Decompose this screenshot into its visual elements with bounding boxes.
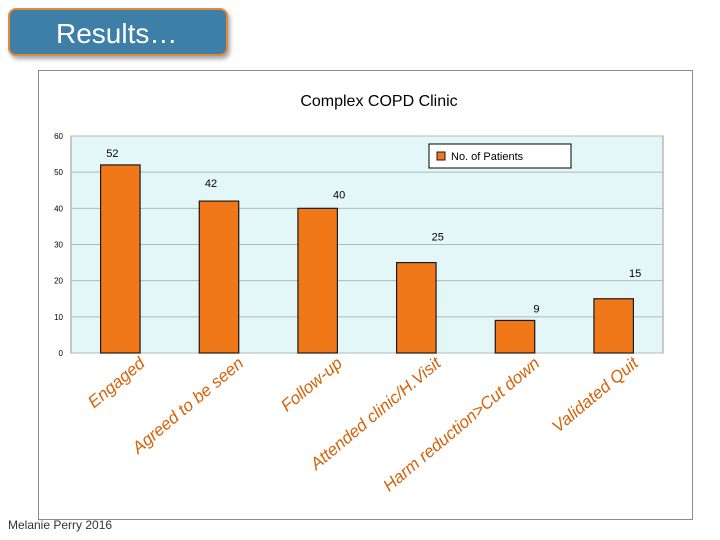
footer-credit: Melanie Perry 2016 xyxy=(8,518,113,532)
bar xyxy=(198,200,240,354)
data-label: 40 xyxy=(333,189,345,201)
data-labels: 52 42 40 25 9 15 xyxy=(106,148,641,316)
y-tick-label: 20 xyxy=(54,277,63,286)
slide-title: Results… xyxy=(8,8,228,56)
data-label: 9 xyxy=(533,303,539,315)
chart-title: Complex COPD Clinic xyxy=(300,93,457,110)
bar xyxy=(494,319,536,354)
y-tick-label: 50 xyxy=(54,168,63,177)
y-tick-label: 0 xyxy=(59,349,64,358)
x-category-label: Validated Quit xyxy=(548,353,643,437)
data-label: 15 xyxy=(629,268,641,280)
bar xyxy=(593,298,635,354)
x-category-label: Engaged xyxy=(84,353,149,412)
gridlines xyxy=(71,135,663,354)
chart-frame: Complex COPD Clinic 0 10 20 30 40 50 60 52 42 40… xyxy=(38,70,693,520)
data-label: 42 xyxy=(205,178,217,190)
bars xyxy=(99,164,635,354)
y-tick-label: 60 xyxy=(54,132,63,141)
y-axis: 0 10 20 30 40 50 60 xyxy=(54,132,63,358)
bar xyxy=(297,207,338,354)
legend-label: No. of Patients xyxy=(451,151,524,163)
y-tick-label: 30 xyxy=(54,241,63,250)
data-label: 52 xyxy=(106,148,118,160)
data-label: 25 xyxy=(432,232,444,244)
y-tick-label: 10 xyxy=(54,313,63,322)
x-category-label: Follow-up xyxy=(277,354,346,416)
y-tick-label: 40 xyxy=(54,204,63,213)
legend: No. of Patients xyxy=(428,143,572,169)
bar xyxy=(99,164,141,354)
legend-box xyxy=(428,143,572,169)
bar-chart: Complex COPD Clinic 0 10 20 30 40 50 60 52 42 40… xyxy=(54,93,664,496)
x-category-label: Harm reduction>Cut down xyxy=(379,354,543,496)
bar xyxy=(396,261,437,354)
legend-swatch xyxy=(436,151,446,161)
